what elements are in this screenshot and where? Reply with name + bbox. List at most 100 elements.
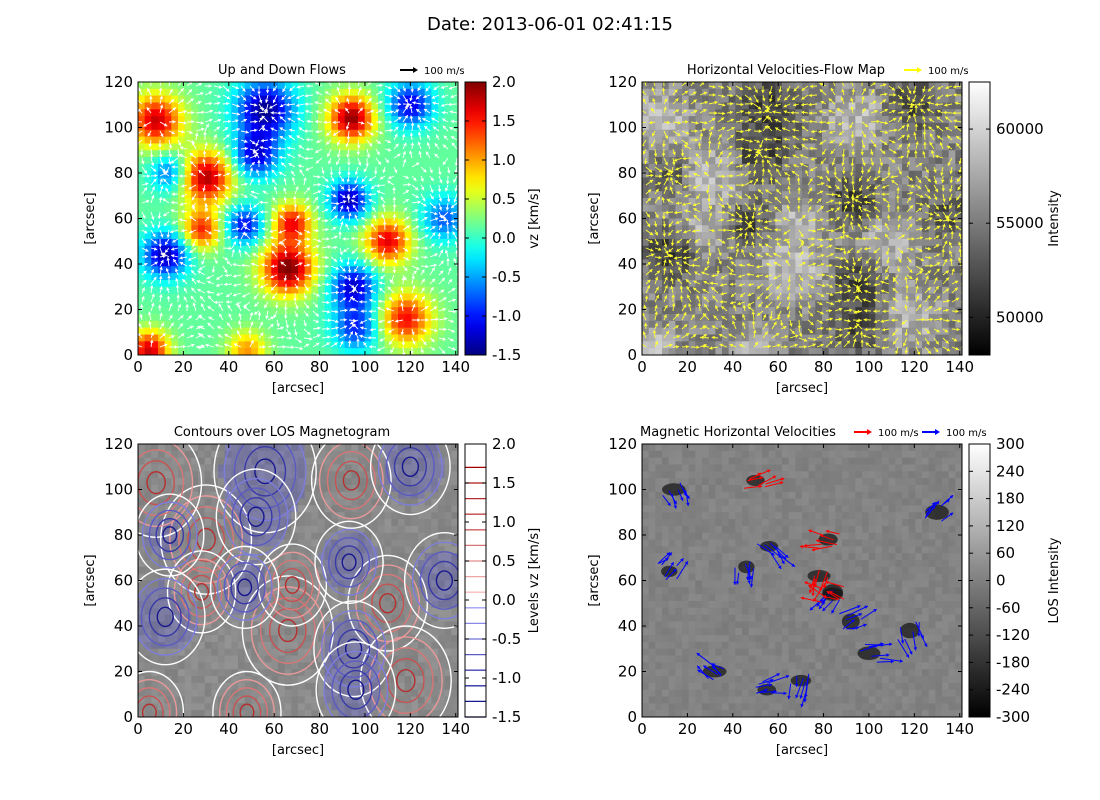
- heatmap-cell: [682, 136, 690, 145]
- flow-arrowhead: [369, 247, 374, 251]
- flow-arrowhead: [431, 267, 435, 271]
- heatmap-cell: [922, 150, 930, 158]
- heatmap-cell: [398, 177, 406, 185]
- heatmap-cell: [184, 211, 192, 220]
- flow-arrowhead: [413, 294, 418, 299]
- flow-arrowhead: [316, 293, 320, 297]
- heatmap-cell: [695, 150, 703, 158]
- heatmap-cell: [224, 341, 232, 349]
- flow-arrowhead: [208, 84, 212, 88]
- heatmap-cell: [184, 279, 192, 288]
- flow-arrowhead: [344, 308, 348, 313]
- heatmap-cell: [338, 122, 346, 131]
- flow-arrowhead: [360, 283, 365, 288]
- heatmap-cell: [722, 109, 730, 117]
- heatmap-cell: [251, 204, 259, 213]
- heatmap-cell: [264, 198, 272, 206]
- heatmap-cell: [291, 238, 299, 247]
- heatmap-cell: [688, 157, 696, 165]
- heatmap-cell: [848, 184, 856, 192]
- flow-arrowhead: [283, 296, 287, 300]
- heatmap-cell: [868, 177, 876, 185]
- heatmap-cell: [284, 88, 292, 97]
- heatmap-cell: [431, 341, 439, 349]
- heatmap-cell: [231, 150, 239, 158]
- heatmap-cell: [231, 109, 239, 117]
- heatmap-cell: [291, 157, 299, 165]
- heatmap-cell: [151, 109, 159, 117]
- flow-arrowhead: [252, 96, 257, 100]
- heatmap-cell: [204, 129, 212, 138]
- heatmap-cell: [451, 245, 458, 254]
- heatmap-cell: [291, 211, 299, 220]
- heatmap-cell: [191, 116, 199, 124]
- flow-arrowhead: [251, 226, 256, 231]
- heatmap-cell: [862, 191, 870, 199]
- heatmap-cell: [915, 129, 923, 138]
- heatmap-cell: [324, 122, 332, 131]
- heatmap-cell: [304, 157, 312, 165]
- flow-arrowhead: [351, 298, 356, 302]
- flow-arrowhead: [244, 103, 248, 108]
- x-tick-label: 60: [265, 358, 284, 376]
- flow-arrowhead: [233, 343, 238, 347]
- legend-arrowhead: [413, 67, 418, 73]
- heatmap-cell: [178, 136, 186, 145]
- heatmap-cell: [768, 191, 776, 199]
- flow-arrowhead: [335, 319, 339, 324]
- heatmap-cell: [868, 143, 876, 151]
- flow-arrowhead: [325, 291, 330, 296]
- heatmap-cell: [835, 143, 843, 151]
- heatmap-cell: [191, 266, 199, 274]
- heatmap-cell: [391, 348, 399, 355]
- heatmap-cell: [418, 232, 426, 240]
- heatmap-cell: [411, 88, 419, 97]
- heatmap-cell: [902, 116, 910, 124]
- heatmap-cell: [244, 259, 252, 267]
- flow-arrowhead: [225, 185, 230, 189]
- flow-arrowhead: [260, 276, 265, 280]
- flow-arrowhead: [314, 82, 318, 85]
- flow-arrowhead: [265, 315, 269, 320]
- heatmap-cell: [808, 150, 816, 158]
- heatmap-cell: [358, 300, 366, 308]
- heatmap-cell: [264, 170, 272, 179]
- heatmap-cell: [948, 88, 956, 97]
- heatmap-cell: [344, 327, 352, 336]
- heatmap-cell: [888, 102, 896, 110]
- flow-arrowhead: [205, 242, 209, 246]
- heatmap-cell: [702, 191, 710, 199]
- heatmap-cell: [224, 252, 232, 261]
- heatmap-cell: [258, 252, 266, 261]
- heatmap-cell: [158, 218, 166, 226]
- flow-arrowhead: [153, 240, 158, 244]
- flow-arrowhead: [191, 110, 195, 115]
- heatmap-cell: [331, 266, 339, 274]
- flow-arrowhead: [409, 105, 413, 109]
- heatmap-cell: [808, 116, 816, 124]
- heatmap-cell: [748, 116, 756, 124]
- heatmap-cell: [695, 122, 703, 131]
- heatmap-cell: [695, 163, 703, 172]
- heatmap-cell: [922, 95, 930, 104]
- heatmap-cell: [424, 238, 432, 247]
- heatmap-cell: [451, 122, 458, 131]
- flow-arrowhead: [143, 279, 147, 284]
- heatmap-cell: [451, 95, 458, 104]
- flow-arrowhead: [405, 216, 410, 220]
- heatmap-cell: [378, 252, 386, 261]
- heatmap-cell: [278, 266, 286, 274]
- heatmap-cell: [902, 191, 910, 199]
- x-tick-label: 0: [133, 358, 143, 376]
- heatmap-cell: [384, 307, 392, 315]
- flow-arrowhead: [325, 264, 329, 269]
- heatmap-cell: [218, 348, 226, 355]
- heatmap-cell: [164, 150, 172, 158]
- flow-arrow: [366, 82, 372, 87]
- heatmap-cell: [211, 150, 219, 158]
- heatmap-cell: [815, 184, 823, 192]
- flow-arrowhead: [359, 200, 364, 204]
- flow-arrowhead: [224, 257, 229, 261]
- heatmap-cell: [331, 314, 339, 322]
- flow-arrowhead: [242, 222, 247, 227]
